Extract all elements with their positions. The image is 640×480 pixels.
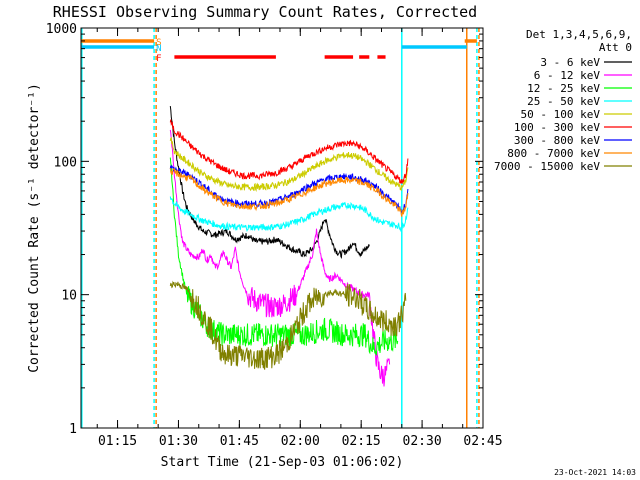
- flag-bar-group: SNF: [81, 38, 477, 64]
- legend-entry-label: 25 - 50 keV: [527, 95, 600, 108]
- x-axis-label: Start Time (21-Sep-03 01:06:02): [161, 455, 404, 470]
- legend-entry-label: 50 - 100 keV: [521, 108, 601, 121]
- series-line: [169, 280, 407, 370]
- legend-entry-label: 12 - 25 keV: [527, 82, 600, 95]
- x-tick-label: 01:45: [220, 434, 259, 449]
- y-tick-label: 10: [61, 289, 77, 304]
- series-line: [169, 106, 370, 260]
- series-group: [169, 106, 409, 387]
- series-line: [169, 136, 409, 193]
- y-axis-label: Corrected Count Rate (s⁻¹ detector⁻¹): [27, 83, 42, 373]
- x-axis: 01:15 01:30 01:45 02:00 02:15 02:30 02:45: [96, 28, 503, 449]
- series-line: [169, 167, 409, 217]
- legend-entry-label: 100 - 300 keV: [514, 121, 600, 134]
- vertical-marker-group: [81, 28, 480, 428]
- legend-entry-label: 6 - 12 keV: [534, 69, 601, 82]
- legend-entry-label: 300 - 800 keV: [514, 134, 600, 147]
- y-tick-label: 1: [69, 422, 77, 437]
- chart-title: RHESSI Observing Summary Count Rates, Co…: [53, 3, 477, 21]
- x-tick-label: 01:15: [98, 434, 137, 449]
- flag-bar-label: F: [156, 54, 161, 64]
- x-tick-label: 01:30: [159, 434, 198, 449]
- x-tick-label: 02:15: [342, 434, 381, 449]
- flag-bar-label: S: [156, 38, 161, 48]
- legend-entry-label: 7000 - 15000 keV: [494, 160, 600, 173]
- x-tick-label: 02:30: [403, 434, 442, 449]
- legend-entry-label: 800 - 7000 keV: [507, 147, 600, 160]
- y-tick-label: 1000: [46, 22, 77, 37]
- series-line: [169, 196, 409, 232]
- footer-timestamp: 23-Oct-2021 14:03: [554, 468, 636, 477]
- plot-frame: [80, 27, 484, 429]
- x-tick-label: 02:45: [463, 434, 502, 449]
- series-line: [169, 119, 409, 184]
- legend-header-line: Det 1,3,4,5,6,9,: [526, 28, 632, 41]
- y-axis: 1 10 100 1000: [46, 22, 483, 437]
- flag-bar-label: N: [156, 44, 161, 54]
- legend-header-line: Att 0: [599, 41, 632, 54]
- y-tick-label: 100: [54, 155, 77, 170]
- x-tick-label: 02:00: [281, 434, 320, 449]
- series-line: [169, 129, 391, 387]
- legend-entry-label: 3 - 6 keV: [540, 56, 600, 69]
